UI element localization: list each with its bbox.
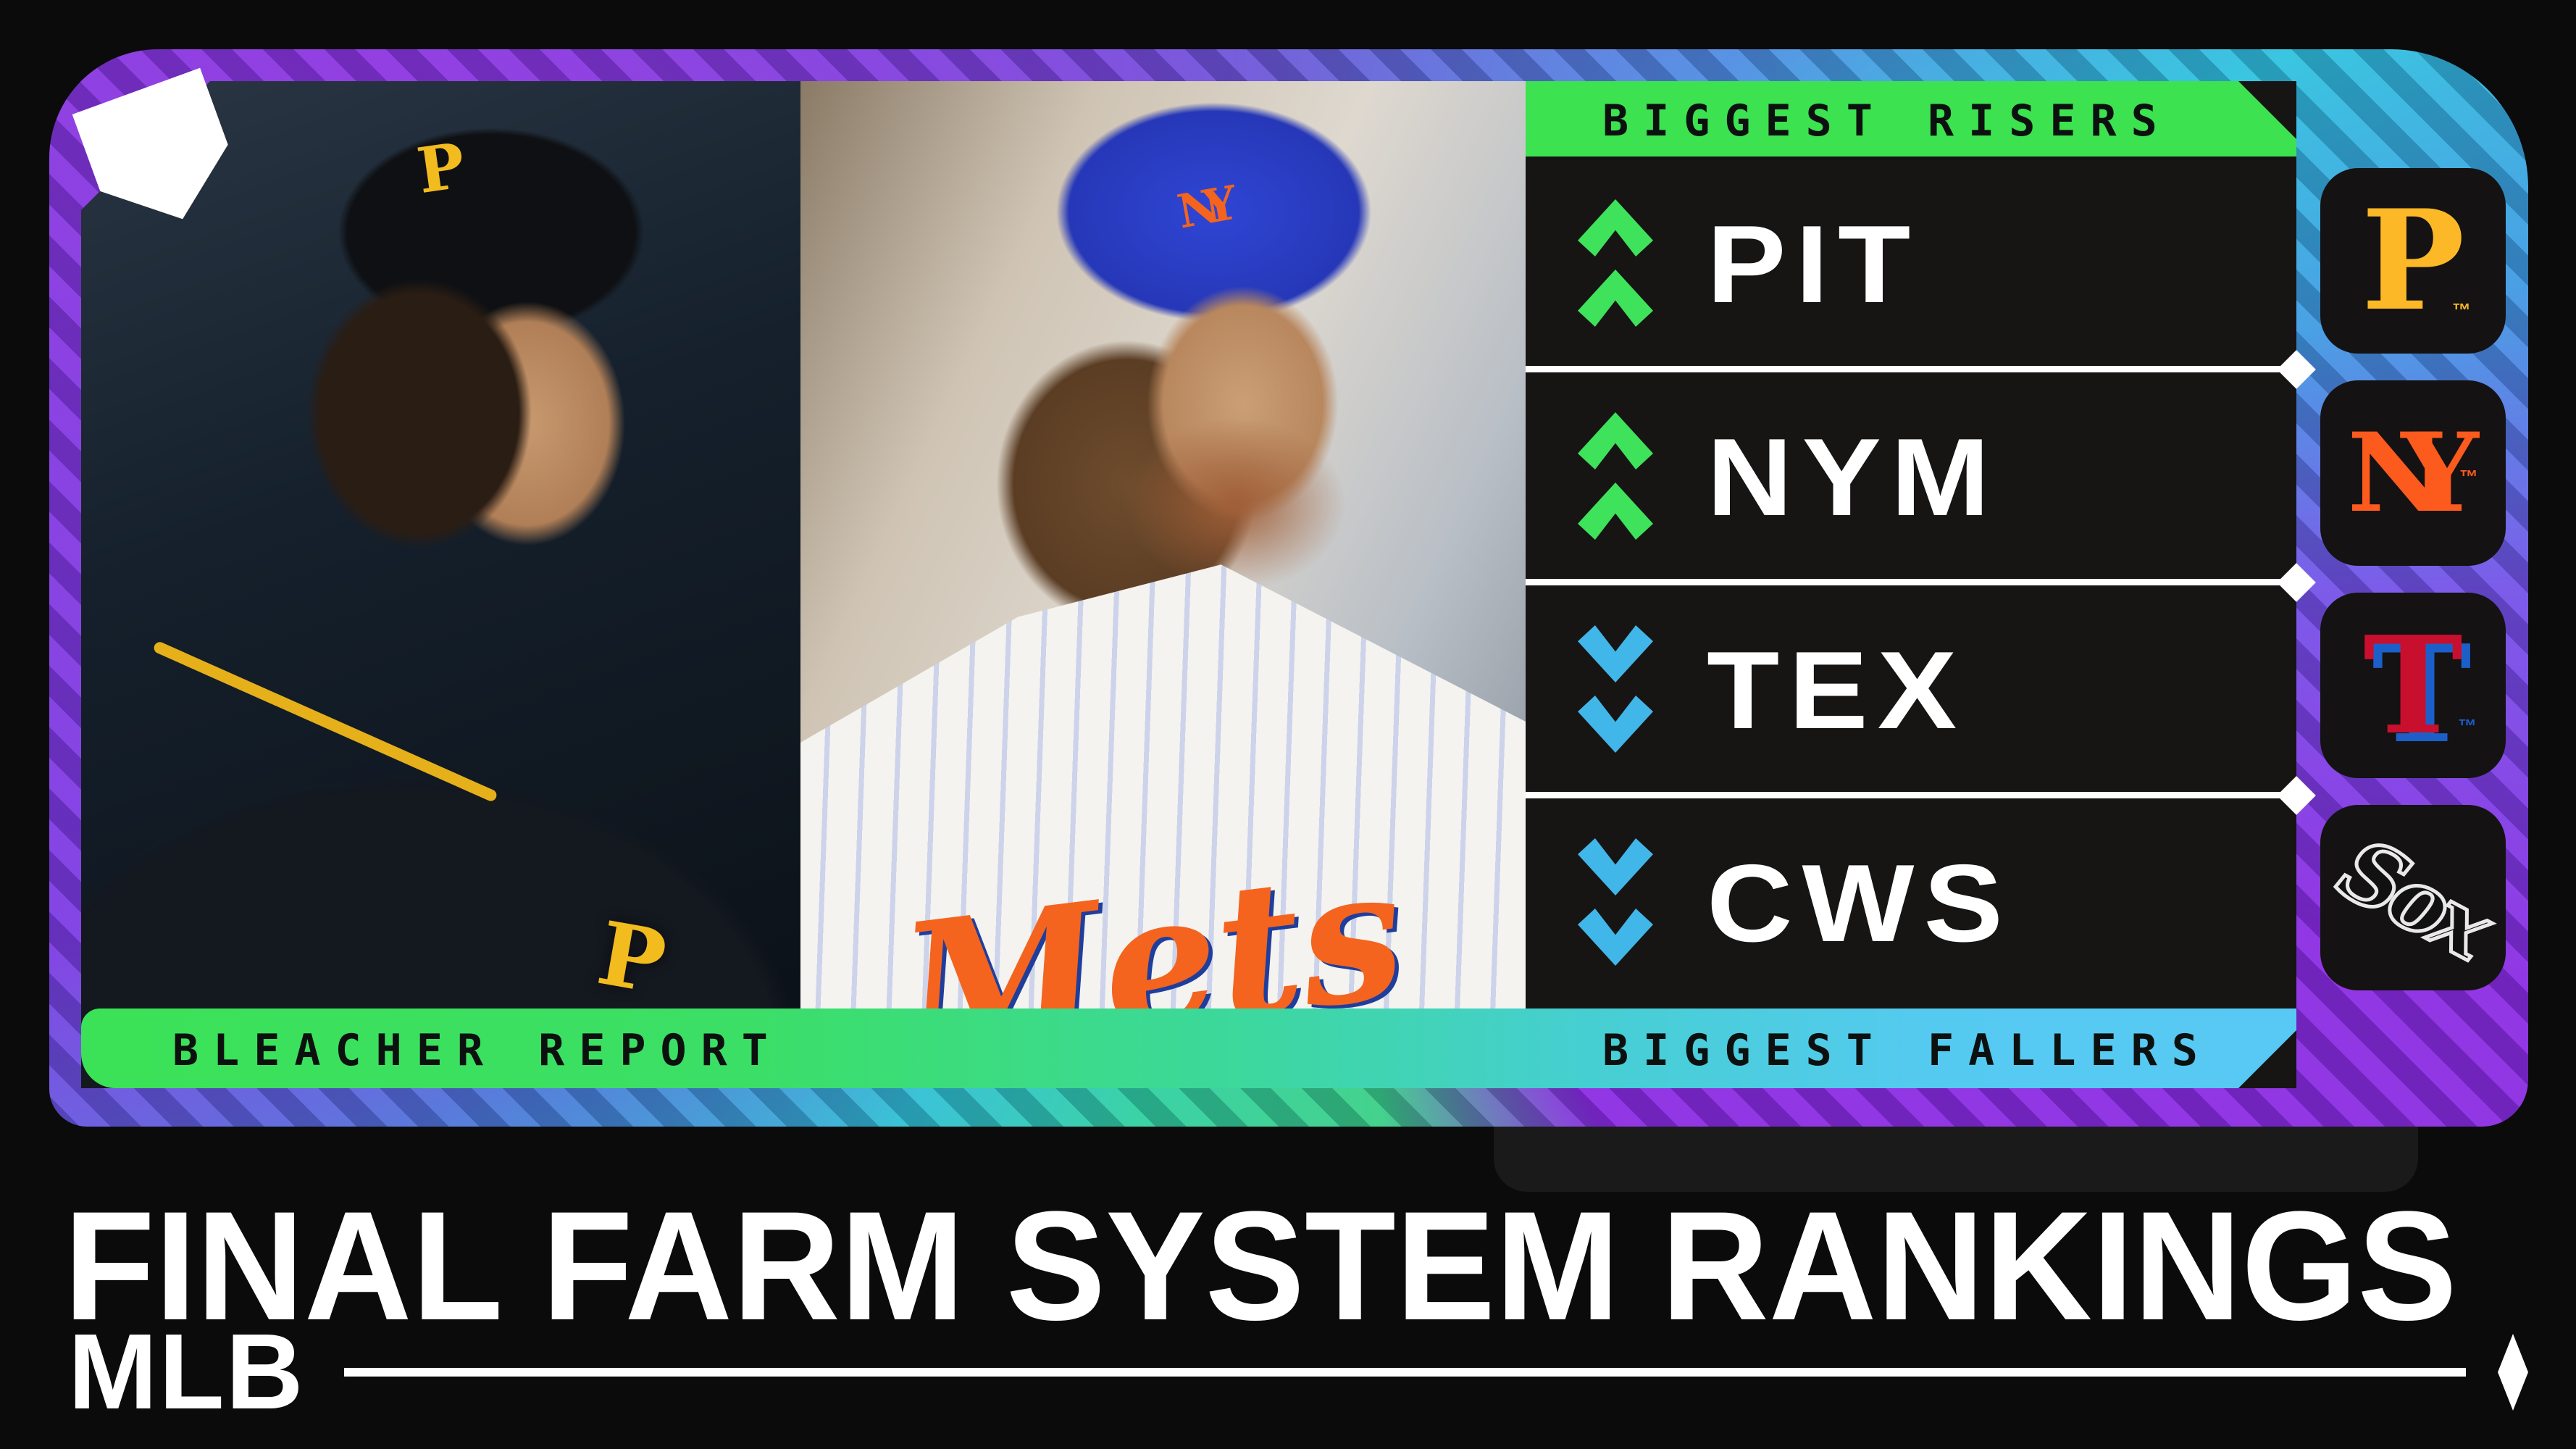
table-row: TEX <box>1526 582 2316 815</box>
rule-diamond-icon <box>2498 1334 2528 1411</box>
mets-logo-icon: NY <box>2347 409 2478 537</box>
photo-mets-player: NY Mets <box>800 81 1526 1088</box>
league-row: MLB <box>68 1313 2528 1432</box>
footer-rule <box>343 1368 2466 1377</box>
pirates-cap-letter: P <box>412 128 469 208</box>
double-chevron-down-icon <box>1578 625 1653 753</box>
trademark-symbol: ™ <box>2452 299 2471 321</box>
table-row: NYM <box>1526 369 2316 602</box>
rankings-panel: BIGGEST RISERS PIT NYM <box>1526 81 2316 1088</box>
double-chevron-down-icon <box>1578 838 1653 966</box>
rangers-logo-icon: T <box>2363 606 2463 764</box>
table-row: PIT <box>1526 156 2316 389</box>
trademark-symbol: ™ <box>2458 715 2477 737</box>
league-label: MLB <box>68 1312 305 1432</box>
whitesox-logo-icon: Sox <box>2322 816 2504 978</box>
team-rows: PIT NYM TEX <box>1526 156 2316 1009</box>
mets-cap-logo: NY <box>1173 178 1225 240</box>
fallers-header-label: BIGGEST FALLERS <box>1602 1025 2212 1076</box>
bottom-band: BLEACHER REPORT BIGGEST FALLERS <box>81 1009 2296 1088</box>
pirates-chest-logo: P <box>590 902 673 1014</box>
pirates-logo-tile: P ™ <box>2320 168 2506 354</box>
photo-pirates-player: P P <box>81 81 800 1088</box>
risers-header-label: BIGGEST RISERS <box>1602 96 2172 146</box>
team-abbreviation: NYM <box>1707 415 1999 539</box>
rangers-logo-tile: T ™ <box>2320 593 2506 778</box>
double-chevron-up-icon <box>1578 199 1653 327</box>
main-card: P P NY Mets BIGGEST RISERS PIT <box>49 49 2528 1127</box>
team-logo-column: P ™ NY ™ T ™ Sox <box>2320 168 2506 990</box>
table-row: CWS <box>1526 796 2296 1009</box>
trademark-symbol: ™ <box>2459 466 2478 488</box>
team-abbreviation: CWS <box>1707 841 2012 965</box>
team-abbreviation: TEX <box>1707 628 1967 752</box>
mets-logo-tile: NY ™ <box>2320 380 2506 566</box>
double-chevron-up-icon <box>1578 412 1653 540</box>
team-abbreviation: PIT <box>1707 202 1920 326</box>
source-label: BLEACHER REPORT <box>172 1025 782 1076</box>
jersey-piping <box>152 640 499 803</box>
pirates-logo-icon: P <box>2361 180 2465 341</box>
risers-header-bar: BIGGEST RISERS <box>1526 81 2296 156</box>
whitesox-logo-tile: Sox <box>2320 805 2506 990</box>
page-title: FINAL FARM SYSTEM RANKINGS <box>64 1179 2457 1353</box>
